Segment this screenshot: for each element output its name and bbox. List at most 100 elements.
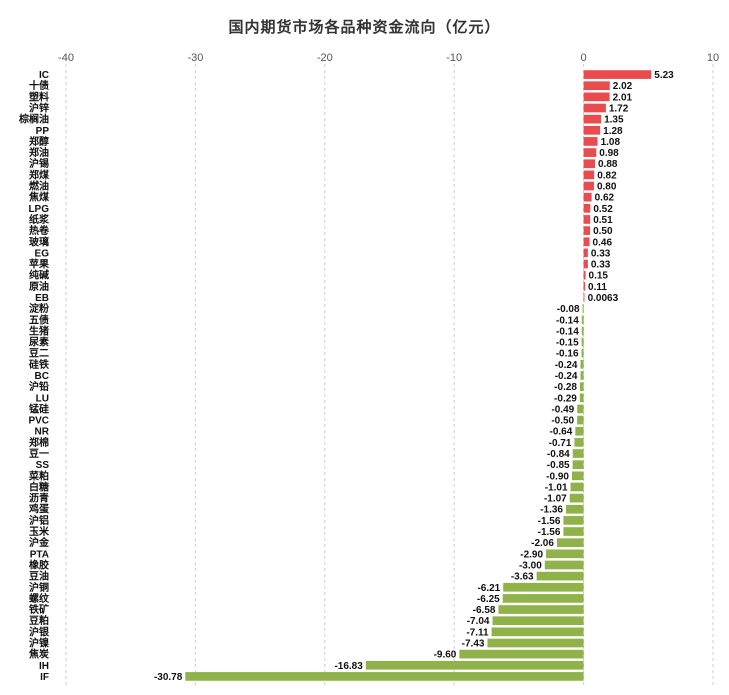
category-label: 硅铁 [29,358,49,371]
value-label: -3.00 [519,560,542,571]
bar [581,337,584,347]
value-label: 0.80 [597,182,617,193]
value-label: 0.33 [591,248,611,259]
bar [577,415,584,425]
bar [583,81,610,91]
value-label: -0.24 [555,360,578,371]
category-label: IH [39,661,49,672]
value-label: 0.11 [588,282,607,293]
category-label: 五债 [29,313,49,326]
bar [574,438,584,447]
bar [579,393,584,403]
category-label: 尿素 [29,336,49,349]
category-label: PVC [28,416,49,427]
category-label: 塑料 [29,90,49,103]
category-label: 十债 [29,79,49,92]
bar [580,360,584,369]
value-label: -0.08 [557,304,580,315]
x-tick-label: 0 [581,52,587,64]
x-tick-label: -40 [58,52,74,64]
category-label: PTA [30,549,49,560]
value-label: -1.01 [545,482,568,493]
bar [571,471,584,481]
category-label: 沪锡 [29,157,49,170]
category-label: 郑油 [29,146,49,159]
x-tick-label: -20 [317,52,333,64]
bar [569,493,584,503]
value-label: 0.62 [595,193,615,204]
category-label: 郑棉 [29,436,49,449]
value-label: -0.29 [554,393,577,404]
bar [492,616,584,626]
category-label: 沪金 [29,536,50,549]
value-label: -16.83 [334,661,363,672]
category-label: LPG [28,204,49,215]
bar [583,103,606,113]
bar [583,281,586,291]
value-label: 0.33 [591,260,611,271]
value-label: -9.60 [434,650,457,661]
category-label: 玉米 [29,525,50,538]
bar [546,549,584,559]
x-tick-label: 10 [707,52,719,64]
bar [570,482,584,492]
category-label: 沪铜 [29,581,49,594]
bar [365,660,584,670]
bar [498,605,584,614]
x-tick-label: -30 [187,52,203,64]
category-label: 纸浆 [29,213,50,226]
category-label: 沪铅 [29,380,49,393]
bar [459,649,584,659]
value-label: 0.0063 [588,293,619,304]
value-label: -30.78 [154,672,183,683]
category-label: 锰硅 [29,402,49,415]
category-label: 淀粉 [29,302,49,315]
category-label: 螺纹 [29,592,50,605]
category-label: 沪镍 [29,636,49,649]
category-label: 沥青 [29,492,49,505]
value-label: 0.51 [593,215,613,226]
category-label: IF [40,672,49,683]
value-label: -0.49 [551,404,574,415]
category-label: BC [35,371,49,382]
category-label: 铁矿 [29,603,49,616]
category-label: 纯碱 [29,269,49,282]
bar [583,70,652,79]
value-label: 0.82 [597,170,617,181]
category-label: LU [36,393,49,404]
category-label: 焦煤 [28,191,49,204]
bar [544,560,584,570]
bar [572,460,584,470]
value-label: 2.01 [613,92,633,103]
value-label: -0.16 [556,349,579,360]
value-label: 0.98 [599,148,619,159]
category-label: 郑醇 [29,135,49,148]
value-label: -2.90 [520,549,543,560]
bar [583,192,592,202]
bar [583,92,610,102]
bar [583,259,588,269]
bar [563,527,584,536]
category-label: 焦炭 [28,648,49,661]
bar [185,672,584,681]
bar [579,382,584,391]
category-label: 菜粕 [28,469,49,482]
value-label: 1.08 [601,137,621,148]
value-label: -2.06 [531,538,554,549]
category-label: PP [36,126,50,137]
bar [577,404,584,414]
value-label: -6.25 [477,594,500,605]
bar [502,594,584,603]
bar [583,170,595,180]
chart-title: 国内期货市场各品种资金流向（亿元） [228,19,501,36]
bar [583,248,588,258]
category-label: 豆二 [29,348,49,360]
category-label: 热卷 [29,224,50,237]
bar [583,159,595,169]
value-label: -1.07 [544,494,567,505]
value-label: -0.14 [556,326,579,337]
category-label: 苹果 [29,258,50,271]
value-label: -0.90 [546,471,569,482]
bar [583,148,597,157]
